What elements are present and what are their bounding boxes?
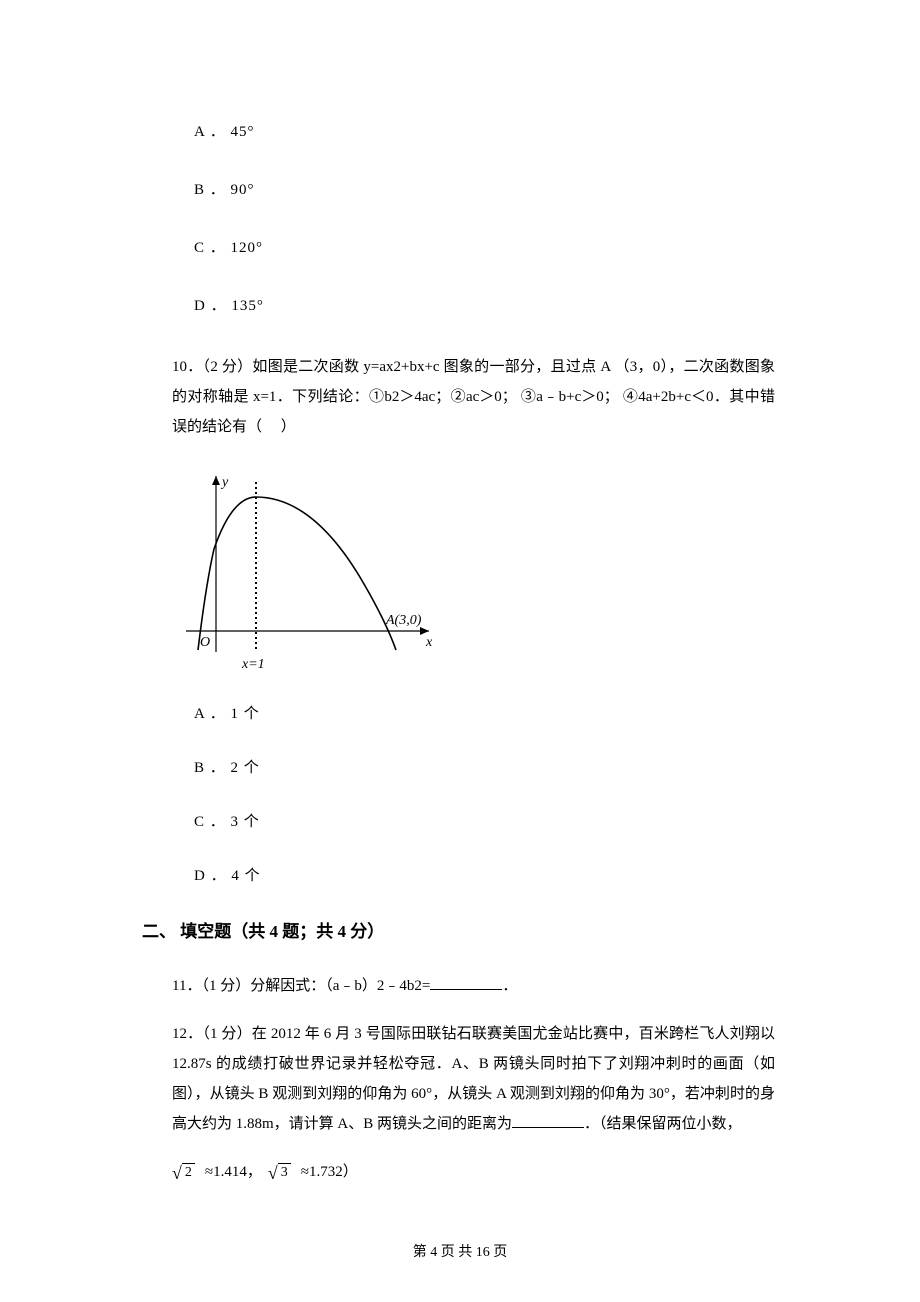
option-d: D ． 135° bbox=[194, 294, 775, 318]
question-12-stem: 12．（1 分）在 2012 年 6 月 3 号国际田联钻石联赛美国尤金站比赛中… bbox=[172, 1019, 775, 1187]
option-a: A ． 1 个 bbox=[194, 702, 775, 726]
option-c: C ． 3 个 bbox=[194, 810, 775, 834]
q12-part2: ．（结果保留两位小数， bbox=[584, 1116, 742, 1132]
q11-prefix: 11．（1 分）分解因式：（a﹣b）2﹣4b2= bbox=[172, 978, 430, 994]
question-11-stem: 11．（1 分）分解因式：（a﹣b）2﹣4b2= ． bbox=[172, 971, 775, 1001]
fill-blank[interactable] bbox=[430, 976, 502, 990]
option-a: A ． 45° bbox=[194, 120, 775, 144]
parabola-curve bbox=[198, 497, 396, 650]
y-label: y bbox=[220, 475, 229, 490]
question-10-options: A ． 1 个 B ． 2 个 C ． 3 个 D ． 4 个 bbox=[142, 702, 775, 888]
sqrt-3-approx: ≈1.732） bbox=[301, 1157, 358, 1187]
sqrt-3-icon: √3 bbox=[268, 1163, 291, 1182]
sqrt-approximations: √2 ≈1.414， √3 ≈1.732） bbox=[172, 1157, 775, 1187]
point-a-label: A(3,0) bbox=[385, 613, 422, 628]
page-footer: 第 4 页 共 16 页 bbox=[0, 1242, 920, 1264]
question-10-stem: 10．（2 分）如图是二次函数 y=ax2+bx+c 图象的一部分，且过点 A … bbox=[172, 352, 775, 442]
option-d: D ． 4 个 bbox=[194, 864, 775, 888]
sqrt-2-approx: ≈1.414， bbox=[205, 1157, 262, 1187]
section-2-heading: 二、 填空题（共 4 题；共 4 分） bbox=[142, 918, 775, 945]
x-label: x bbox=[425, 635, 433, 650]
y-axis-arrow bbox=[212, 476, 220, 485]
q11-suffix: ． bbox=[502, 978, 517, 994]
question-10-graph: y O x A(3,0) x=1 bbox=[174, 464, 454, 674]
origin-label: O bbox=[200, 635, 210, 650]
fill-blank[interactable] bbox=[512, 1114, 584, 1128]
sqrt-3-radicand: 3 bbox=[278, 1163, 291, 1182]
x-axis-arrow bbox=[420, 627, 429, 635]
sqrt-2-icon: √2 bbox=[172, 1163, 195, 1182]
question-9-options: A ． 45° B ． 90° C ． 120° D ． 135° bbox=[142, 120, 775, 318]
sqrt-2-radicand: 2 bbox=[182, 1163, 195, 1182]
option-b: B ． 2 个 bbox=[194, 756, 775, 780]
axis-eq-label: x=1 bbox=[241, 657, 265, 672]
option-c: C ． 120° bbox=[194, 236, 775, 260]
option-b: B ． 90° bbox=[194, 178, 775, 202]
